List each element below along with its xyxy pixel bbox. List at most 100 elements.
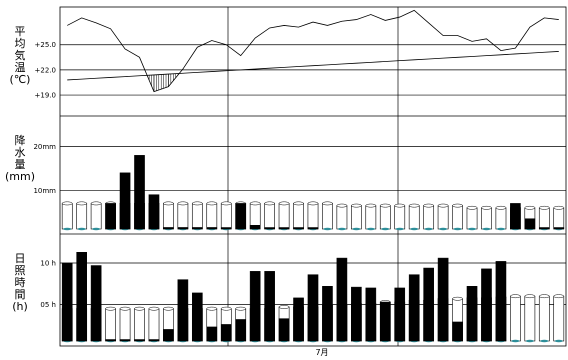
- y-axis-label-char: 日: [15, 252, 26, 265]
- normal-temperature-line: [67, 51, 559, 81]
- precipitation-bar: [278, 227, 290, 230]
- bar-base-dot: [381, 227, 390, 231]
- normal-precipitation-bar-cap: [452, 203, 463, 208]
- y-tick-label: +22.0: [35, 66, 56, 74]
- normal-precipitation-bar: [76, 203, 88, 230]
- y-tick-label: 05 h: [40, 301, 56, 309]
- sunshine-bar: [351, 286, 362, 342]
- bar-base-dot: [323, 227, 332, 231]
- bar-base-dot: [63, 227, 72, 231]
- y-axis-label-char: 間: [15, 288, 26, 301]
- normal-precipitation-bar: [423, 205, 435, 230]
- bar-base-dot: [352, 227, 361, 231]
- sunshine-bar: [322, 286, 333, 342]
- bar-base-dot: [554, 339, 563, 343]
- sunshine-bar: [90, 265, 102, 342]
- normal-sunshine-bar-cap: [452, 296, 463, 301]
- y-axis-label-char: 時: [15, 276, 26, 289]
- normal-sunshine-bar: [524, 295, 536, 342]
- sunshine-bar: [235, 319, 247, 342]
- normal-precipitation-bar-cap: [249, 201, 261, 206]
- bar-base-dot: [540, 339, 549, 343]
- normal-sunshine-bar: [148, 308, 160, 342]
- normal-precipitation-bar-cap: [206, 201, 218, 206]
- sunshine-bar: [249, 271, 261, 342]
- sunshine-bar: [192, 292, 203, 342]
- precipitation-bar: [249, 225, 261, 230]
- normal-precipitation-bar: [90, 203, 102, 230]
- normal-precipitation-bar: [437, 205, 449, 230]
- sunshine-bar: [408, 274, 420, 342]
- sunshine-bar: [481, 268, 492, 342]
- y-tick-label: 10mm: [33, 187, 56, 195]
- sunshine-bar: [423, 267, 434, 342]
- normal-precipitation-bar-cap: [192, 201, 203, 206]
- sunshine-bar: [119, 339, 131, 342]
- normal-sunshine-bar-cap: [220, 306, 232, 311]
- precipitation-bar: [206, 227, 218, 230]
- y-axis-label-char: 気: [15, 48, 26, 62]
- normal-precipitation-bar-cap: [481, 205, 492, 210]
- bar-base-dot: [410, 227, 419, 231]
- sunshine-bar: [264, 271, 275, 342]
- bar-base-dot: [77, 227, 86, 231]
- normal-precipitation-bar: [163, 203, 174, 230]
- normal-precipitation-bar-cap: [293, 201, 304, 206]
- sunshine-bar: [148, 339, 160, 342]
- precipitation-bar: [105, 203, 116, 230]
- sunshine-bar: [336, 257, 348, 342]
- sunshine-bar: [278, 318, 290, 342]
- precipitation-bar: [220, 227, 232, 230]
- bar-base-dot: [467, 227, 477, 231]
- normal-sunshine-bar: [134, 308, 145, 342]
- normal-precipitation-bar-cap: [220, 201, 232, 206]
- observed-temperature-line: [67, 9, 559, 93]
- normal-precipitation-bar-cap: [264, 201, 275, 206]
- normal-precipitation-bar: [322, 203, 333, 230]
- normal-precipitation-bar-cap: [278, 201, 290, 206]
- sunshine-bar: [76, 252, 87, 342]
- precipitation-bar: [177, 227, 189, 230]
- sunshine-bar: [307, 274, 319, 342]
- bar-base-dot: [496, 227, 506, 231]
- normal-precipitation-bar: [220, 203, 232, 230]
- x-axis-label: 7月: [315, 348, 328, 357]
- y-axis-label-char: 温: [15, 61, 26, 74]
- sunshine-bar: [452, 321, 463, 342]
- y-axis-label-char: 降: [15, 133, 26, 147]
- y-axis-label-char: 平: [15, 25, 26, 38]
- sunshine-bar: [365, 287, 377, 342]
- normal-precipitation-bar-cap: [524, 205, 536, 210]
- normal-sunshine-bar-cap: [510, 294, 521, 299]
- normal-sunshine-bar-cap: [134, 306, 145, 311]
- bar-base-dot: [525, 339, 534, 343]
- y-axis-label-char: (mm): [5, 170, 35, 183]
- normal-precipitation-bar: [61, 203, 73, 230]
- sunshine-bar: [163, 329, 174, 342]
- bar-base-dot: [511, 339, 520, 343]
- sunshine-bar: [466, 286, 478, 342]
- normal-sunshine-bar: [510, 295, 521, 342]
- normal-precipitation-bar-cap: [394, 203, 406, 208]
- sunshine-bar: [177, 279, 189, 342]
- normal-precipitation-bar: [264, 203, 275, 230]
- normal-sunshine-bar: [538, 295, 550, 342]
- precipitation-bar: [119, 172, 131, 230]
- normal-precipitation-bar: [293, 203, 304, 230]
- normal-precipitation-bar-cap: [379, 203, 391, 208]
- normal-precipitation-bar: [452, 205, 463, 230]
- normal-sunshine-bar-cap: [278, 305, 290, 309]
- bar-base-dot: [482, 227, 491, 231]
- normal-precipitation-bar-cap: [408, 203, 420, 208]
- sunshine-bar: [495, 261, 507, 342]
- y-axis-label-char: 照: [15, 264, 26, 277]
- y-axis-label-char: (℃): [10, 73, 31, 86]
- normal-precipitation-bar-cap: [307, 201, 319, 206]
- normal-precipitation-bar-cap: [61, 201, 73, 206]
- normal-sunshine-bar-cap: [105, 306, 116, 311]
- normal-precipitation-bar: [553, 207, 565, 230]
- precipitation-bar: [192, 227, 203, 230]
- bar-base-dot: [424, 227, 433, 231]
- normal-precipitation-bar-cap: [539, 205, 550, 210]
